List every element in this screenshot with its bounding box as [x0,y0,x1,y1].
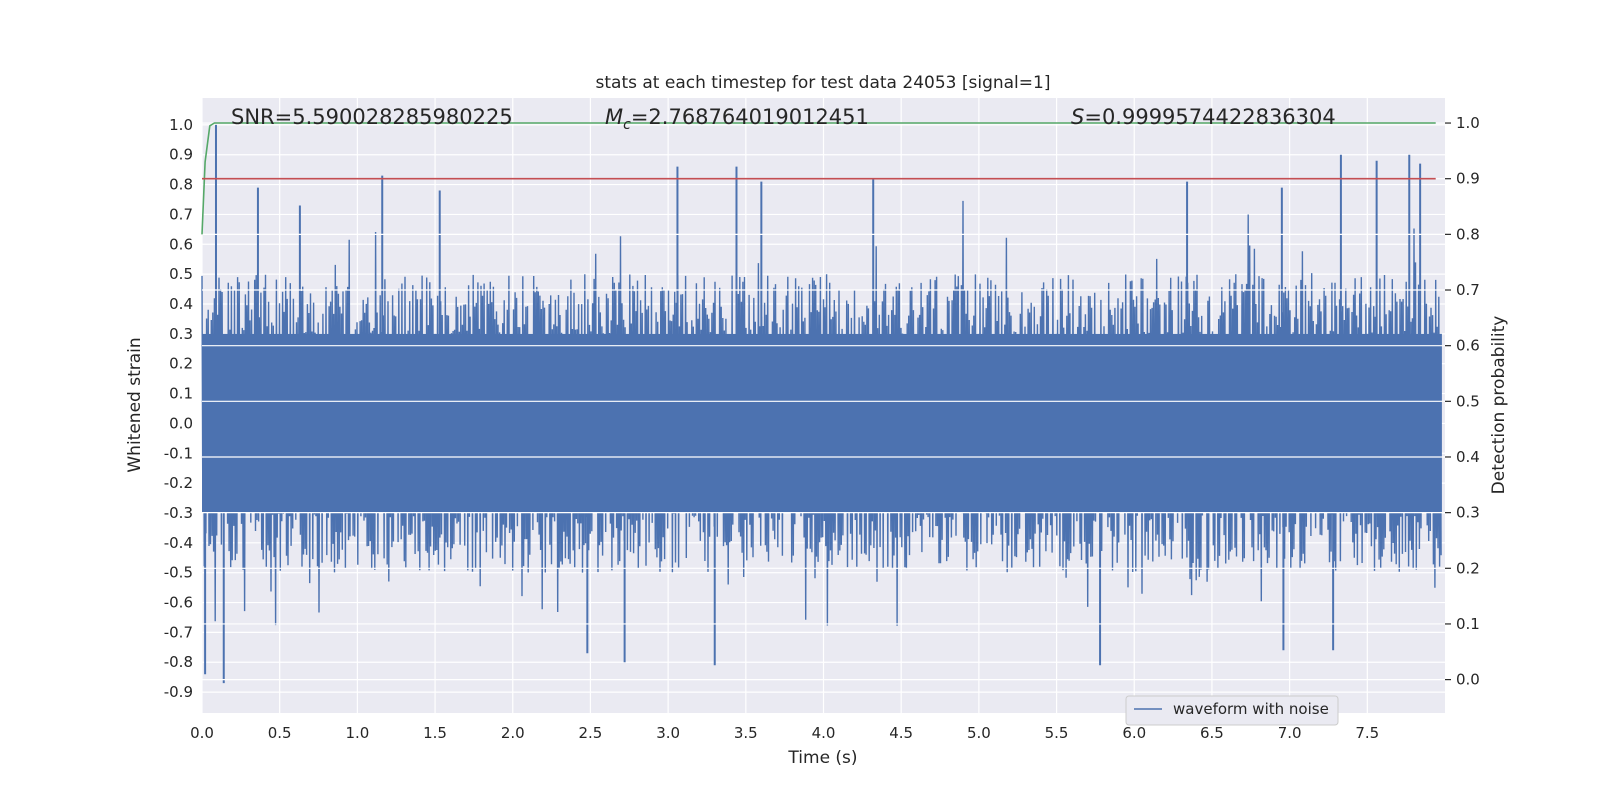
y-tick-label: -0.6 [164,594,193,612]
waveform-core-band [202,333,1442,513]
y-tick-label: 0.9 [169,146,193,164]
x-tick-label: 2.0 [501,724,525,742]
x-tick-label: 7.0 [1278,724,1302,742]
y-tick-label: -0.5 [164,564,193,582]
y2-tick-label: 0.6 [1456,337,1480,355]
y-tick-label: 0.2 [169,355,193,373]
y-tick-label: -0.9 [164,683,193,701]
x-tick-label: 1.0 [345,724,369,742]
x-tick-label: 3.0 [656,724,680,742]
x-tick-label: 4.5 [889,724,913,742]
legend: waveform with noise [1125,695,1339,726]
snr-annotation: SNR=5.590028285980225 [231,105,513,129]
y2-tick-label: 0.5 [1456,392,1480,410]
y2-tick-label: 0.4 [1456,448,1480,466]
x-tick-label: 3.5 [734,724,758,742]
x-tick-label: 0.5 [268,724,292,742]
y2-tick-label: 0.7 [1456,281,1480,299]
y-tick-label: 0.4 [169,295,193,313]
lines-layer [201,122,1445,681]
detection-probability-line [201,122,1436,235]
chirp-mass-annotation: Mc=2.768764019012451 [605,105,869,133]
x-tick-label: 6.0 [1122,724,1146,742]
x-tick-label: 0.0 [190,724,214,742]
y-tick-label: -0.2 [164,474,193,492]
y-tick-label: -0.1 [164,444,193,462]
x-tick-label: 6.5 [1200,724,1224,742]
legend-label: waveform with noise [1173,700,1329,718]
y2-tick-label: 0.1 [1456,615,1480,633]
x-tick-label: 5.5 [1045,724,1069,742]
y-tick-label: -0.4 [164,534,193,552]
legend-box [1125,695,1339,726]
x-tick-label: 7.5 [1355,724,1379,742]
s-annotation: S=0.9999574422836304 [1071,105,1336,129]
y-tick-label: 0.7 [169,205,193,223]
x-axis-label: Time (s) [787,748,857,768]
waveform-layer [201,124,1442,684]
y-tick-label: -0.7 [164,623,193,641]
y-axis-label: Whitened strain [125,337,145,472]
chart-title: stats at each timestep for test data 240… [596,73,1051,93]
y2-tick-label: 1.0 [1456,114,1480,132]
y-tick-label: 0.0 [169,414,193,432]
ticks-layer: 0.0 0.5 1.0 1.5 2.0 2.5 3.0 3.5 4.0 4.5 5.0 5.5 6.0 6… [164,114,1480,742]
chirp-mass-value: =2.768764019012451 [631,105,869,129]
y2-tick-label: 0.2 [1456,559,1480,577]
y-tick-label: 0.3 [169,325,193,343]
y2-tick-label: 0.3 [1456,504,1480,522]
x-tick-label: 1.5 [423,724,447,742]
chirp-mass-symbol: M [605,105,623,129]
y2-tick-label: 0.9 [1456,170,1480,188]
y-tick-label: 1.0 [169,116,193,134]
y-tick-label: 0.6 [169,235,193,253]
y2-tick-label: 0.0 [1456,671,1480,689]
y2-tick-label: 0.8 [1456,225,1480,243]
y-tick-label: -0.3 [164,504,193,522]
x-tick-label: 5.0 [967,724,991,742]
s-value: =0.9999574422836304 [1084,105,1335,129]
x-tick-label: 4.0 [812,724,836,742]
y2-axis-label: Detection probability [1489,316,1509,495]
x-tick-label: 2.5 [579,724,603,742]
y-tick-label: -0.8 [164,653,193,671]
y-tick-label: 0.1 [169,385,193,403]
y-tick-label: 0.8 [169,176,193,194]
chirp-mass-subscript: c [623,117,631,133]
s-symbol: S [1071,105,1084,129]
y-tick-label: 0.5 [169,265,193,283]
